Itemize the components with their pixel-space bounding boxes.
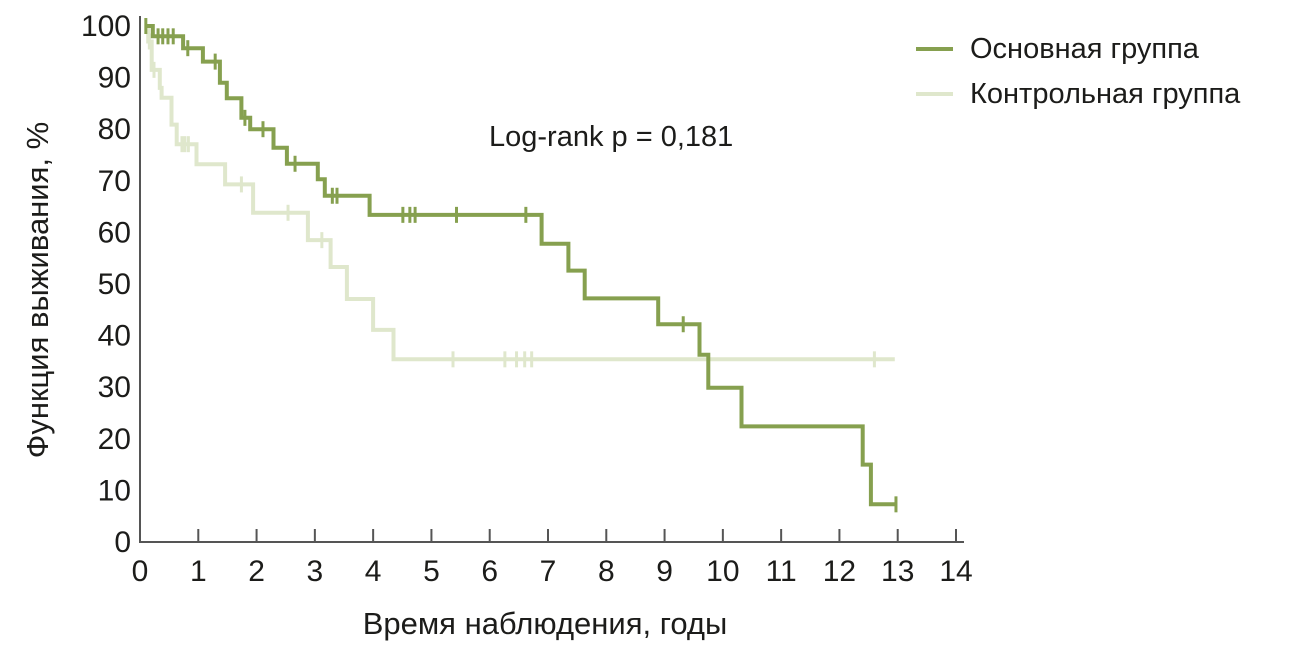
y-tick-label: 0 bbox=[114, 526, 131, 559]
y-tick-label: 90 bbox=[98, 62, 131, 95]
y-tick-label: 70 bbox=[98, 165, 131, 198]
y-tick-label: 40 bbox=[98, 320, 131, 353]
x-tick-label: 11 bbox=[766, 555, 797, 588]
survival-curve-control bbox=[146, 24, 895, 362]
y-tick-label: 20 bbox=[98, 423, 131, 456]
x-axis-label: Время наблюдения, годы bbox=[362, 606, 728, 641]
x-tick-label: 12 bbox=[823, 555, 856, 588]
y-tick-label: 30 bbox=[98, 371, 131, 404]
x-tick-label: 7 bbox=[540, 555, 557, 588]
x-tick-label: 10 bbox=[706, 555, 739, 588]
x-tick-label: 1 bbox=[190, 555, 207, 588]
x-tick-label: 14 bbox=[939, 555, 972, 588]
x-tick-label: 13 bbox=[881, 555, 914, 588]
x-tick-label: 9 bbox=[656, 555, 673, 588]
legend-label-main: Основная группа bbox=[970, 32, 1199, 65]
y-tick-label: 50 bbox=[98, 268, 131, 301]
x-tick-label: 6 bbox=[481, 555, 498, 588]
legend-swatch-main-line bbox=[916, 47, 953, 51]
x-tick-label: 5 bbox=[423, 555, 440, 588]
legend-swatch-control-line bbox=[916, 92, 953, 96]
y-tick-label: 80 bbox=[98, 113, 131, 146]
legend-label-control: Контрольная группа bbox=[970, 77, 1241, 110]
y-tick-label: 10 bbox=[98, 474, 131, 507]
y-tick-label: 60 bbox=[98, 216, 131, 249]
x-tick-label: 4 bbox=[365, 555, 382, 588]
y-tick-label: 100 bbox=[81, 10, 131, 43]
x-tick-label: 0 bbox=[132, 555, 149, 588]
x-tick-label: 3 bbox=[307, 555, 324, 588]
legend: Основная группа Контрольная группа bbox=[916, 32, 1241, 110]
legend-item-main: Основная группа bbox=[916, 32, 1240, 65]
logrank-annotation: Log-rank p = 0,181 bbox=[489, 121, 734, 153]
legend-item-control: Контрольная группа bbox=[916, 77, 1241, 110]
x-tick-label: 8 bbox=[598, 555, 615, 588]
x-tick-label: 2 bbox=[248, 555, 265, 588]
y-axis-label: Функция выживания, % bbox=[20, 121, 55, 459]
survival-curve-main bbox=[144, 24, 896, 507]
